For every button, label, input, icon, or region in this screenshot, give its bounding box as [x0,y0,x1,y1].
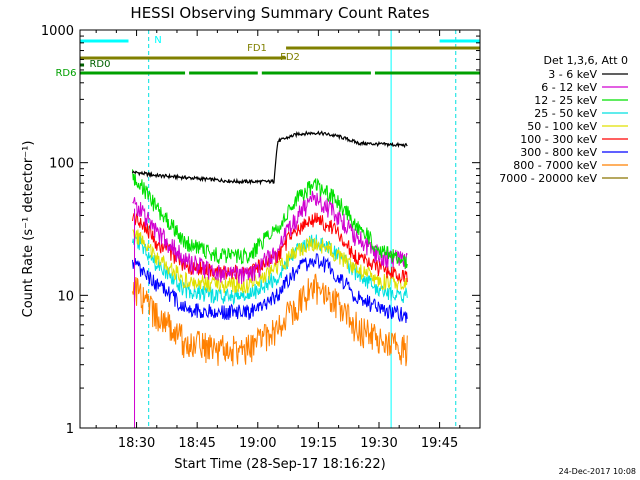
y-axis-label: Count Rate (s⁻¹ detector⁻¹) [21,141,36,318]
annotation-n-label: N [154,35,161,46]
legend-label-5: 100 - 300 keV [520,133,597,146]
series-4-line [132,229,408,294]
legend-label-3: 25 - 50 keV [534,107,597,120]
x-tick-label-0: 18:30 [118,436,155,451]
series-2-line [132,169,408,269]
series-7-line [132,273,408,367]
legend-label-0: 3 - 6 keV [548,68,597,81]
annotation-rd0-label: RD0 [89,59,110,70]
legend-header: Det 1,3,6, Att 0 [544,54,628,67]
footer-date: 24-Dec-2017 10:08 [559,467,636,476]
x-tick-label-1: 18:45 [178,436,215,451]
chart-title: HESSI Observing Summary Count Rates [130,4,429,22]
legend-label-6: 300 - 800 keV [520,146,597,159]
y-tick-label-3: 1000 [41,24,74,39]
series-0-line [131,130,408,186]
plot-area: N FD1 FD2 RD0 RD6 18:30 18:45 19:00 19:15 19:30 19… [41,24,481,451]
legend-label-4: 50 - 100 keV [527,120,597,133]
series-1-line [132,190,408,285]
legend-label-7: 800 - 7000 keV [513,159,597,172]
annotation-fd2-label: FD2 [280,52,300,63]
y-tick-label-0: 1 [66,422,74,437]
annotation-fd1-label: FD1 [247,43,267,54]
y-tick-label-2: 100 [49,157,74,172]
legend-label-2: 12 - 25 keV [534,94,597,107]
y-tick-label-1: 10 [57,289,74,304]
legend-label-1: 6 - 12 keV [541,81,597,94]
x-tick-label-2: 19:00 [239,436,276,451]
x-tick-label-4: 19:30 [360,436,397,451]
annotation-rd6-label: RD6 [55,68,76,79]
series-6-line [132,253,408,324]
x-tick-label-5: 19:45 [421,436,458,451]
plot-frame [79,29,481,429]
legend-label-8: 7000 - 20000 keV [499,172,597,185]
x-axis-label: Start Time (28-Sep-17 18:16:22) [174,457,385,472]
x-tick-label-3: 19:15 [300,436,337,451]
